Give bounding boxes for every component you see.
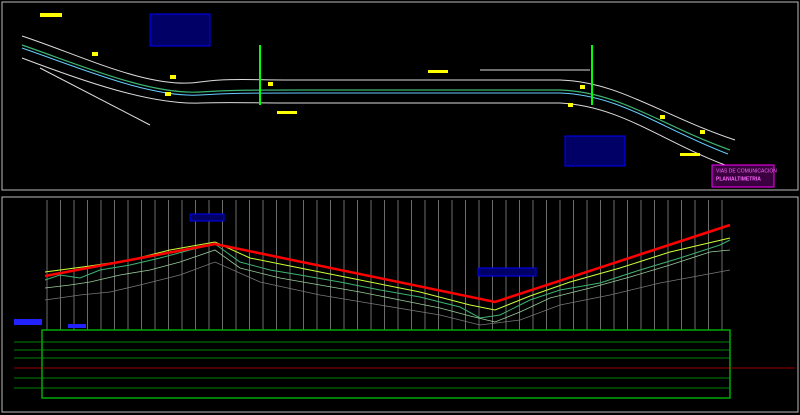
road-edge [21, 57, 726, 166]
title-line: PLANIALTIMETRIA [716, 176, 761, 182]
band-rows [14, 341, 730, 389]
road-edge [21, 35, 736, 141]
label-block [568, 103, 573, 107]
label-block [428, 70, 448, 73]
label-block [40, 13, 62, 17]
road-axis-secondary [21, 47, 729, 155]
plan-frame [1, 1, 799, 191]
table-label [68, 324, 86, 328]
table-label [14, 319, 42, 325]
curve-table [564, 135, 626, 167]
grade-line [44, 223, 731, 304]
label-block [92, 52, 98, 56]
label-block [700, 130, 705, 134]
labels [40, 13, 705, 156]
label-block [165, 92, 171, 96]
label-block [268, 82, 273, 86]
title-line: VIAS DE COMUNICACION [716, 168, 777, 174]
curve-table [149, 13, 211, 47]
label-block [660, 115, 665, 119]
vertical-curve-label [189, 213, 225, 222]
label-block [170, 75, 176, 79]
road-axis [21, 44, 731, 151]
terrain-line [44, 249, 731, 323]
station-lines [46, 200, 723, 330]
title-block [711, 164, 775, 188]
label-block [680, 153, 700, 156]
label-block [277, 111, 297, 114]
label-block [580, 85, 585, 89]
dimension-line [39, 67, 151, 126]
data-band [41, 329, 731, 399]
profile-frame [1, 196, 799, 413]
terrain-line [44, 239, 731, 319]
vertical-curve-label [477, 267, 537, 277]
terrain-line [44, 261, 731, 326]
